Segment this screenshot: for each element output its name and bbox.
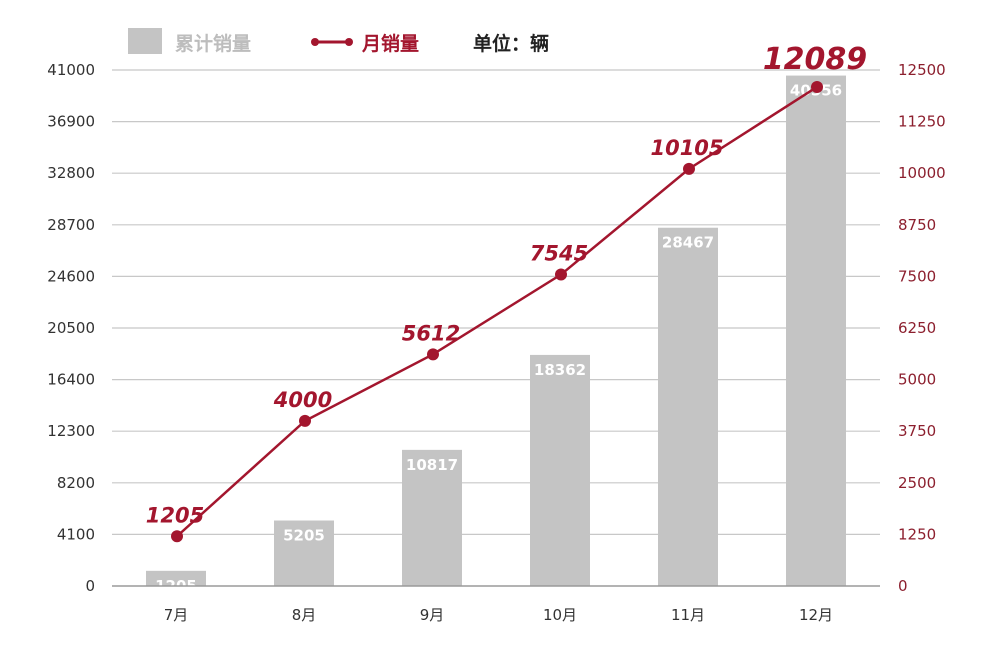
bar-value-label: 18362 — [534, 361, 586, 379]
bar-value-label: 28467 — [662, 234, 714, 252]
y-left-tick-label: 8200 — [57, 474, 95, 492]
line-value-label: 7545 — [530, 242, 588, 266]
y-right-tick-label: 1250 — [898, 525, 936, 543]
bar — [146, 570, 206, 586]
line-path — [176, 85, 818, 538]
legend: 累计销量 月销量 单位：辆 — [128, 28, 549, 55]
y-right-tick-label: 10000 — [898, 164, 946, 182]
bar — [530, 354, 590, 586]
legend-line-marker-left — [311, 38, 319, 46]
bar-value-label: 5205 — [283, 526, 325, 544]
x-tick-label: 8月 — [292, 606, 317, 624]
line-value-label: 10105 — [650, 136, 723, 160]
y-right-tick-label: 8750 — [898, 216, 936, 234]
line-point — [683, 162, 695, 175]
line-value-label: 4000 — [273, 388, 332, 412]
line-point — [299, 414, 311, 427]
y-left-tick-label: 24600 — [47, 267, 95, 285]
y-left-tick-label: 16400 — [47, 371, 95, 389]
line-value-label: 1205 — [146, 503, 204, 527]
y-left-tick-label: 20500 — [47, 319, 95, 337]
bar — [786, 75, 846, 587]
y-right-tick-label: 3750 — [898, 422, 936, 440]
y-left-tick-label: 36900 — [47, 113, 95, 131]
line-point — [427, 348, 439, 361]
y-right-tick-label: 12500 — [898, 61, 946, 79]
y-left-tick-label: 0 — [85, 577, 95, 595]
bar — [402, 449, 462, 586]
line-value-label: 12089 — [763, 42, 867, 77]
unit-label: 单位：辆 — [473, 32, 549, 55]
y-right-tick-label: 2500 — [898, 474, 936, 492]
bar — [658, 227, 718, 586]
legend-line-marker-right — [345, 38, 353, 46]
y-right-tick-label: 0 — [898, 577, 908, 595]
y-right-tick-label: 6250 — [898, 319, 936, 337]
bar — [274, 520, 334, 586]
y-right-tick-label: 5000 — [898, 371, 936, 389]
y-right-tick-label: 7500 — [898, 267, 936, 285]
axes: 0 4100 8200 12300 16400 20500 24600 28700 32800 3… — [47, 61, 945, 624]
line-point — [171, 530, 183, 543]
y-left-tick-label: 4100 — [57, 525, 95, 543]
y-right-tick-label: 11250 — [898, 113, 946, 131]
legend-bar-swatch — [128, 28, 162, 54]
x-tick-label: 11月 — [671, 606, 705, 624]
y-left-tick-label: 12300 — [47, 422, 95, 440]
legend-line-label: 月销量 — [361, 32, 419, 55]
line-series: 1205 4000 5612 7545 10105 12089 — [146, 42, 867, 543]
x-tick-label: 10月 — [543, 606, 577, 624]
y-left-tick-label: 41000 — [47, 61, 95, 79]
grid — [112, 69, 880, 536]
y-left-tick-label: 32800 — [47, 164, 95, 182]
bar-value-label: 10817 — [406, 456, 458, 474]
y-left-tick-label: 28700 — [47, 216, 95, 234]
line-value-label: 5612 — [402, 321, 460, 345]
x-tick-label: 12月 — [799, 606, 833, 624]
line-point — [811, 80, 823, 93]
line-point — [555, 268, 567, 281]
legend-bar-label: 累计销量 — [175, 32, 251, 55]
x-tick-label: 7月 — [164, 606, 189, 624]
bars: 1205520510817183622846740556 — [146, 75, 846, 595]
x-tick-label: 9月 — [420, 606, 445, 624]
